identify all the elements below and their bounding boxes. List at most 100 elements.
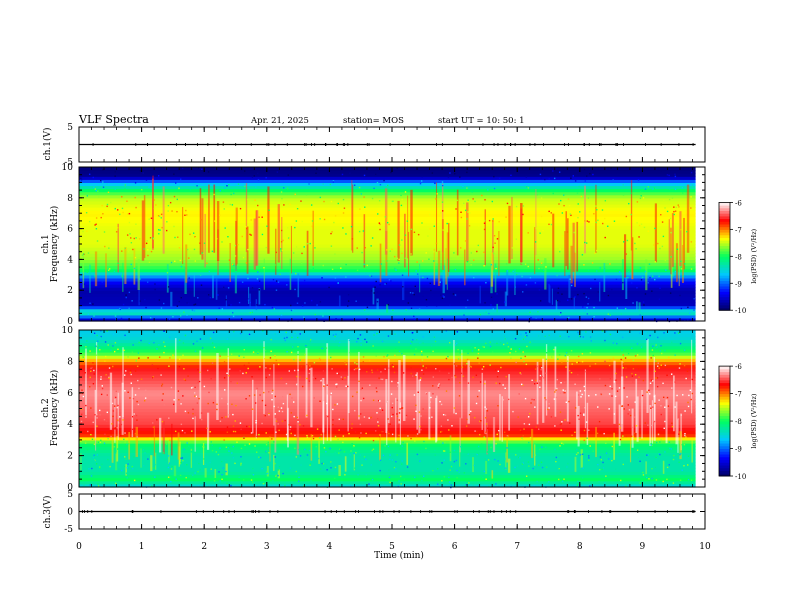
ch2-spec-speckle xyxy=(164,345,166,348)
ch1-spec-speckle xyxy=(195,236,197,238)
ch2-spec-speckle xyxy=(204,463,207,466)
ch2-spec-speckle xyxy=(422,408,424,410)
ch1-spec-speckle xyxy=(243,170,246,172)
ch2-spec-speckle xyxy=(132,415,134,418)
ch1-spec-speckle xyxy=(93,186,95,188)
ch2-spec-impulse xyxy=(204,468,207,478)
ch1-spec-speckle xyxy=(604,217,606,220)
ch2-spec-speckle xyxy=(127,356,129,358)
ch1-spec-speckle xyxy=(693,298,695,300)
ch1-spec-speckle xyxy=(378,200,381,202)
ch2-spec-speckle xyxy=(485,342,487,345)
ch1-spec-speckle xyxy=(127,213,129,215)
ch1-spec-speckle xyxy=(296,207,299,210)
ch1-spec-speckle xyxy=(97,190,99,192)
ch1-spec-speckle xyxy=(586,242,588,244)
ch2-spec-speckle xyxy=(559,423,562,426)
ch1-spec-speckle xyxy=(560,199,562,202)
ch2-spec-speckle xyxy=(335,383,337,386)
ch1-spec-speckle xyxy=(312,267,315,269)
ch1-spec-impulse xyxy=(565,211,567,267)
ch2-spec-speckle xyxy=(194,350,197,352)
ch2-spec-speckle xyxy=(275,474,277,477)
ch2-spec-speckle xyxy=(341,378,344,380)
ch2-spec-speckle xyxy=(209,337,212,340)
ch2-spec-speckle xyxy=(149,437,151,440)
ch2-spec-speckle xyxy=(476,395,479,398)
ch2-spec-speckle xyxy=(151,364,154,366)
ch2-spec-impulse xyxy=(140,448,142,468)
ch1-spec-colorbar-step xyxy=(719,237,730,241)
ch2-spec-speckle xyxy=(448,481,451,483)
ch2-spec-impulse xyxy=(499,394,501,441)
ch2-spec-speckle xyxy=(458,471,460,474)
ch2-spec-speckle xyxy=(387,445,390,448)
start-ut-label: start UT = 10: 50: 1 xyxy=(438,116,525,126)
ch1-spec-speckle xyxy=(180,297,182,299)
ch2-spec-speckle xyxy=(150,339,152,341)
ch2-spec-speckle xyxy=(116,448,119,450)
ch2-spec-speckle xyxy=(205,443,207,446)
ch2-spec-speckle xyxy=(514,466,516,469)
ch2-spec-impulse xyxy=(128,432,131,460)
ch2-spec-impulse xyxy=(491,470,494,479)
ch2-spec-speckle xyxy=(597,406,599,408)
ch2-spec-speckle xyxy=(134,432,137,435)
ch1-spec-speckle xyxy=(314,247,316,249)
ch2-spec-speckle xyxy=(545,399,547,401)
ch1-spec-speckle xyxy=(681,186,684,189)
ch2-spec-speckle xyxy=(251,353,253,355)
ch1-spec-speckle xyxy=(643,226,646,229)
ch1-spec-speckle xyxy=(654,278,656,281)
ch1-spec-speckle xyxy=(660,170,663,172)
ch2-spec-speckle xyxy=(379,476,381,479)
ch2-spec-impulse xyxy=(566,356,569,422)
ch1-spec-speckle xyxy=(476,250,478,253)
ch2-spec-speckle xyxy=(657,336,659,339)
ch2-spec-impulse xyxy=(214,469,217,479)
ch2-spec-speckle xyxy=(456,469,458,472)
ch1-spec-speckle xyxy=(676,248,679,250)
ch2-spec-speckle xyxy=(376,369,379,371)
ch2-spec-speckle xyxy=(354,409,356,412)
ch1-spec-speckle xyxy=(401,198,403,201)
ch2-spec-speckle xyxy=(92,457,94,459)
ch2-spec-speckle xyxy=(485,408,488,410)
ch2-spec-speckle xyxy=(273,405,275,408)
ch2-spec-speckle xyxy=(522,384,524,386)
ch1-spec-speckle xyxy=(280,248,282,250)
ch2-spec-speckle xyxy=(182,342,185,344)
ch2-spec-speckle xyxy=(372,439,375,442)
ch2-spec-speckle xyxy=(520,431,523,433)
ch1-spec-speckle xyxy=(567,198,570,200)
ch2-spec-speckle xyxy=(498,429,500,432)
ch1-spec-speckle xyxy=(675,206,677,209)
ch2-spec-speckle xyxy=(398,434,400,437)
ch2-spec-speckle xyxy=(344,377,346,379)
ch1-spec-speckle xyxy=(582,306,584,308)
ch1-spec-speckle xyxy=(310,204,313,206)
ch1-spec-impulse xyxy=(670,227,672,275)
ch2-spec-impulse xyxy=(646,338,649,413)
ch2-spec-speckle xyxy=(644,422,646,424)
ch2-spec-speckle xyxy=(456,342,458,345)
ch2-spec-speckle xyxy=(359,334,362,336)
ch2-spec-speckle xyxy=(539,380,541,382)
ch2-spec-speckle xyxy=(323,447,326,449)
ch2-spec-speckle xyxy=(170,468,173,470)
ch1-spec-speckle xyxy=(527,232,529,234)
ch2-spec-speckle xyxy=(524,335,527,338)
ch2-spec-speckle xyxy=(326,402,328,405)
ch2-spec-speckle xyxy=(432,376,435,378)
ch2-spec-speckle xyxy=(121,469,123,472)
ch1-spec-speckle xyxy=(206,262,208,265)
ch1-spec-speckle xyxy=(193,310,196,312)
ch2-spec-speckle xyxy=(98,466,101,468)
ch2-spec-speckle xyxy=(331,368,333,370)
ch1-spec-speckle xyxy=(642,197,645,199)
ch2-spec-speckle xyxy=(192,408,194,411)
ch2-spec-speckle xyxy=(369,359,371,362)
ch2-spec-speckle xyxy=(582,467,584,469)
ch2-spec-speckle xyxy=(420,350,423,353)
ch2-spec-speckle xyxy=(180,457,182,459)
